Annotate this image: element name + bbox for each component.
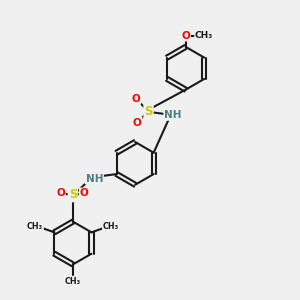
Text: O: O <box>80 188 88 198</box>
Text: CH₃: CH₃ <box>103 222 119 231</box>
Text: CH₃: CH₃ <box>195 31 213 40</box>
Text: O: O <box>56 188 65 198</box>
Text: S: S <box>69 188 77 201</box>
Text: NH: NH <box>85 173 103 184</box>
Text: S: S <box>144 105 153 118</box>
Text: O: O <box>181 31 190 40</box>
Text: O: O <box>133 118 142 128</box>
Text: NH: NH <box>164 110 182 120</box>
Text: O: O <box>132 94 140 104</box>
Text: CH₃: CH₃ <box>65 277 81 286</box>
Text: CH₃: CH₃ <box>27 222 43 231</box>
